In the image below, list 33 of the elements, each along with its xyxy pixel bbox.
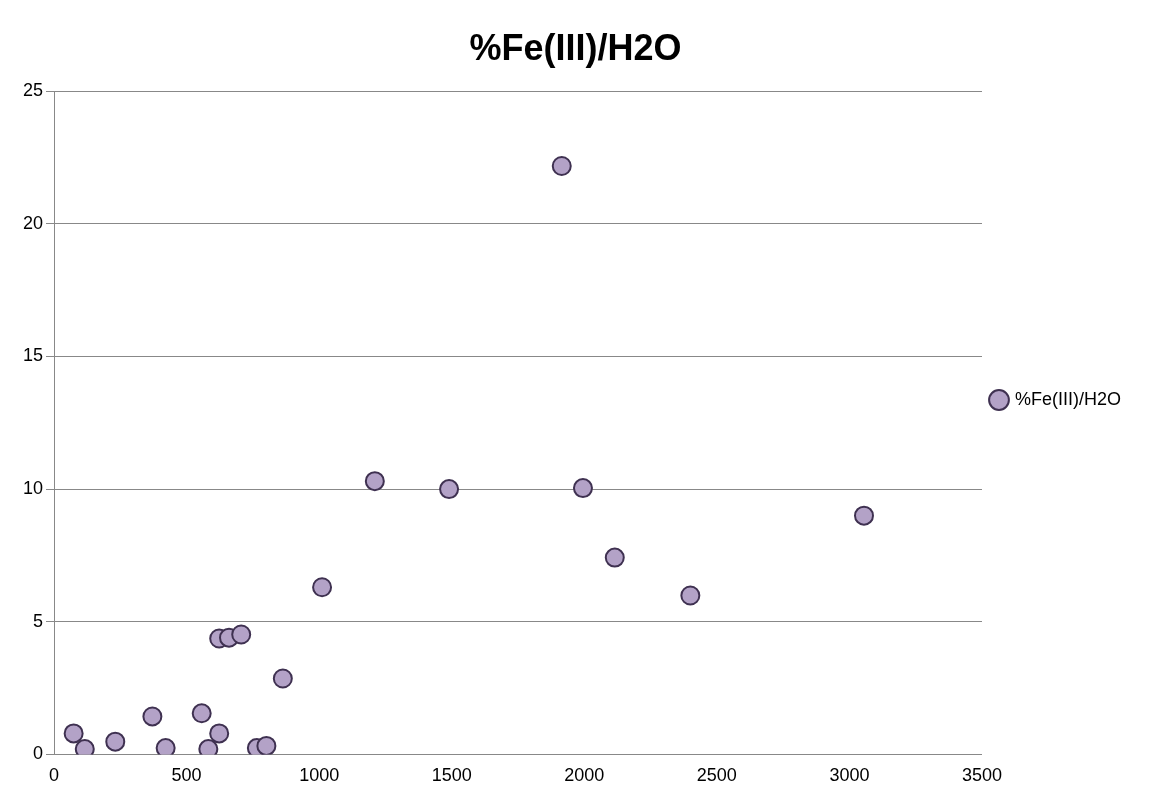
point	[364, 471, 385, 492]
x-tick-label: 1000	[299, 765, 340, 786]
point	[155, 738, 176, 755]
legend-label: %Fe(III)/H2O	[1014, 388, 1121, 409]
x-tick-label: 0	[49, 765, 60, 786]
x-tick-label: 500	[171, 765, 202, 786]
x-tick-label: 1500	[431, 765, 472, 786]
point	[231, 624, 252, 645]
point	[551, 156, 572, 177]
y-tick-label: 25	[22, 80, 44, 101]
y-tick-label: 0	[33, 743, 44, 764]
y-tick-label: 10	[22, 478, 44, 499]
y-tick-label: 20	[22, 212, 44, 233]
point	[272, 668, 293, 689]
point	[209, 723, 230, 744]
chart-title: %Fe(III)/H2O	[469, 26, 682, 68]
point	[191, 703, 212, 724]
point	[604, 547, 625, 568]
x-tick-label: 2500	[696, 765, 737, 786]
point	[142, 706, 163, 727]
point	[63, 723, 84, 744]
point	[854, 505, 874, 526]
point	[256, 735, 277, 755]
x-tick-label: 3000	[829, 765, 870, 786]
point	[105, 731, 126, 752]
point	[439, 479, 460, 500]
point	[312, 577, 333, 598]
y-tick-label: 15	[22, 345, 44, 366]
x-tick-label: 3500	[961, 765, 1003, 786]
x-tick-label: 2000	[564, 765, 605, 786]
point	[680, 585, 701, 606]
y-tick-label: 5	[33, 610, 44, 631]
point	[572, 478, 593, 499]
